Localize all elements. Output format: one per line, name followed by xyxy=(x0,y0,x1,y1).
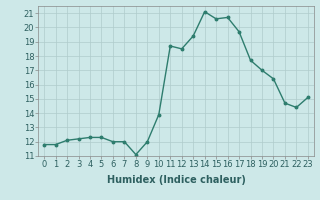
X-axis label: Humidex (Indice chaleur): Humidex (Indice chaleur) xyxy=(107,175,245,185)
